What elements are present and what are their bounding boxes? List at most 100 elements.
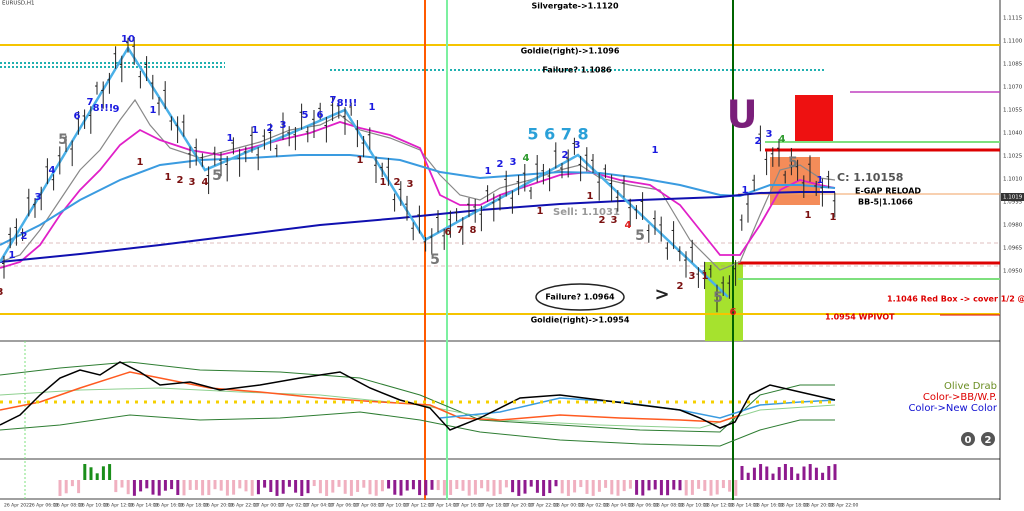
histogram-bar	[325, 480, 329, 496]
count-label: 1	[537, 206, 544, 217]
histogram-bar	[802, 466, 806, 480]
histogram-bar	[455, 480, 459, 490]
time-label: 26 Apr 14:00	[129, 503, 158, 509]
histogram-bar	[163, 480, 167, 491]
price-label: 1.1115	[1003, 16, 1023, 22]
histogram-bar	[467, 480, 471, 496]
count-label: 9	[113, 104, 120, 115]
histogram-bar	[783, 464, 787, 480]
histogram-bar	[814, 467, 818, 480]
count-label: 8!!!	[93, 103, 114, 114]
histogram-bar	[405, 480, 409, 491]
histogram-bar	[120, 480, 124, 488]
histogram-bar	[418, 480, 422, 496]
count-label: 4	[523, 153, 530, 164]
histogram-bar	[585, 480, 589, 494]
histogram-bar	[740, 465, 744, 480]
count-label: 1	[817, 175, 824, 186]
count-label: 1	[742, 185, 749, 196]
green-zone	[705, 262, 743, 341]
count-label: 1	[357, 155, 364, 166]
histogram-bar	[151, 480, 155, 495]
price-label: 1.0965	[1003, 246, 1023, 252]
count-label: 5	[635, 228, 645, 244]
histogram-bar	[126, 480, 130, 495]
time-label: 27 Apr 14:00	[429, 503, 458, 509]
annotation: Goldie(right)->1.1096	[521, 47, 620, 56]
count-label: 1	[587, 191, 594, 202]
histogram-bar	[666, 480, 670, 496]
legend-entry: Olive Drab	[944, 381, 997, 392]
time-label: 27 Apr 08:00	[354, 503, 383, 509]
histogram-bar	[281, 480, 285, 494]
histogram-bar	[380, 480, 384, 492]
histogram-bar	[387, 480, 391, 489]
histogram-bar	[827, 465, 831, 480]
histogram-bar	[300, 480, 304, 496]
count-label: 3	[407, 179, 414, 190]
histogram-bar	[312, 480, 316, 487]
histogram-bar	[157, 480, 161, 496]
histogram-bar	[777, 467, 781, 480]
histogram-bar	[58, 480, 62, 496]
histogram-bar	[269, 480, 273, 493]
histogram-bar	[715, 480, 719, 495]
histogram-bar	[790, 467, 794, 480]
panel-button-label[interactable]: 2	[985, 435, 992, 446]
histogram-bar	[95, 473, 99, 480]
time-label: 26 Apr 12:00	[104, 503, 133, 509]
count-label: 8!!!	[337, 98, 358, 109]
count-label: 6	[730, 307, 737, 318]
histogram-bar	[808, 464, 812, 480]
histogram-bar	[833, 464, 837, 480]
current-price-box	[1001, 193, 1024, 201]
count-label: 2	[562, 150, 569, 161]
count-label: 1	[805, 210, 812, 221]
count-label: 5 6 7 8	[527, 125, 588, 144]
time-label: 27 Apr 12:00	[404, 503, 433, 509]
price-label: 1.1055	[1003, 108, 1023, 114]
histogram-bar	[101, 466, 105, 480]
annotation: Failure? 1.0964	[545, 293, 615, 302]
histogram-bar	[647, 480, 651, 491]
time-label: 27 Apr 06:00	[329, 503, 358, 509]
time-label: 28 Apr 08:00	[654, 503, 683, 509]
legend-entry: Color->New Color	[908, 403, 997, 414]
count-label: 2	[599, 215, 606, 226]
legend-entry: Color->BB/W.P.	[923, 392, 997, 403]
time-label: 28 Apr 12:00	[704, 503, 733, 509]
histogram-bar	[132, 480, 136, 496]
count-label: 1	[830, 212, 837, 223]
count-label: 1	[227, 133, 234, 144]
histogram-bar	[108, 464, 112, 480]
histogram-bar	[368, 480, 372, 495]
histogram-bar	[678, 480, 682, 491]
histogram-bar	[591, 480, 595, 496]
symbol-label: EURUSD,H1	[2, 1, 34, 7]
count-label: 1	[369, 102, 376, 113]
histogram-bar	[684, 480, 688, 496]
annotation: E-GAP RELOAD	[855, 187, 921, 196]
count-label: 3	[689, 271, 696, 282]
band-line	[0, 411, 835, 447]
count-label: 1	[652, 145, 659, 156]
count-label: 5	[713, 290, 723, 306]
histogram-bar	[114, 480, 118, 493]
time-label: 26 Apr 10:00	[79, 503, 108, 509]
histogram-bar	[449, 480, 453, 495]
histogram-bar	[436, 480, 440, 491]
histogram-bar	[238, 480, 242, 489]
time-label: 26 Apr 2022	[4, 503, 32, 509]
histogram-bar	[622, 480, 626, 492]
histogram-bar	[244, 480, 248, 492]
panel-button[interactable]	[961, 432, 975, 446]
time-label: 28 Apr 10:00	[679, 503, 708, 509]
panel-button-label[interactable]: 0	[965, 435, 972, 446]
annotation: Sell: 1.1031	[553, 207, 620, 218]
histogram-bar	[349, 480, 353, 496]
panel-button[interactable]	[981, 432, 995, 446]
histogram-bar	[511, 480, 515, 493]
count-label: 5	[788, 155, 798, 171]
histogram-bar	[213, 480, 217, 490]
